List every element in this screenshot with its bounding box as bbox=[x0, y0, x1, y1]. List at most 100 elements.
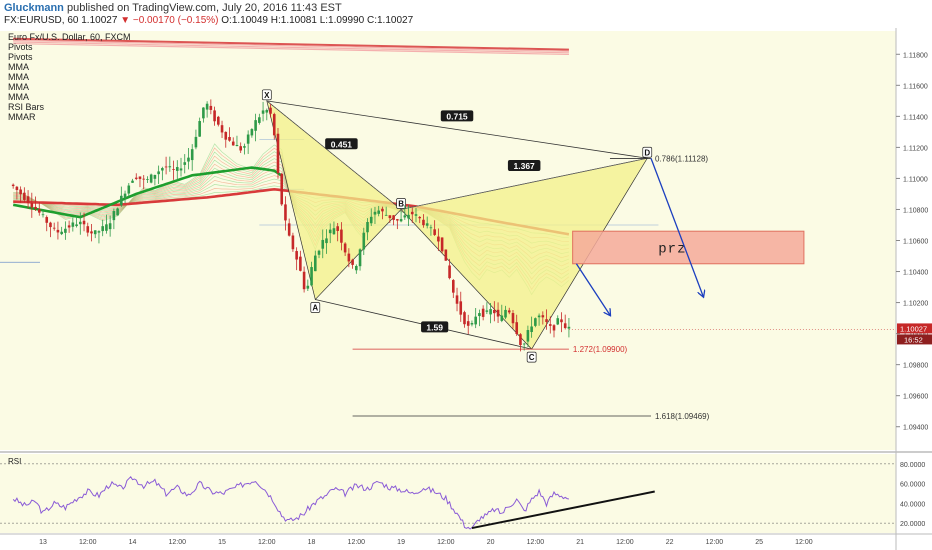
rsi-trendline[interactable] bbox=[471, 490, 655, 530]
time-tick-label: 14 bbox=[129, 539, 137, 546]
prz-label: prz bbox=[658, 241, 686, 257]
price-axis[interactable]: 1.11800 1.11600 1.11400 1.11200 1.11000 1.108… bbox=[896, 52, 928, 432]
pattern-point-a[interactable]: A bbox=[310, 302, 321, 313]
price-tick-label: 1.09600 bbox=[903, 394, 928, 401]
candle-body bbox=[123, 193, 127, 198]
change-text: −0.00170 (−0.15%) bbox=[132, 15, 219, 26]
price-tick-label: 1.11200 bbox=[903, 145, 928, 152]
rsi-tick-label: 40.0000 bbox=[900, 501, 925, 508]
candle-body bbox=[261, 110, 265, 114]
candle-body bbox=[366, 221, 369, 233]
candle-body bbox=[321, 239, 325, 249]
pattern-bd-line bbox=[401, 157, 648, 210]
pattern-xb-line bbox=[266, 100, 402, 210]
indicator-item[interactable]: RSI Bars bbox=[8, 102, 45, 112]
candle-body bbox=[403, 215, 407, 218]
author-name[interactable]: Gluckmann bbox=[4, 2, 64, 14]
candle-body bbox=[34, 206, 37, 209]
indicator-item[interactable]: MMA bbox=[8, 92, 29, 102]
candle-body bbox=[347, 253, 351, 262]
time-tick-label: 21 bbox=[576, 539, 584, 546]
down-triangle-icon: ▼ bbox=[120, 15, 131, 26]
candle-body bbox=[146, 179, 149, 180]
ratio-label[interactable]: 1.367 bbox=[507, 160, 541, 172]
candle-body bbox=[67, 225, 71, 228]
candle-body bbox=[355, 265, 358, 271]
time-tick-label: 12:00 bbox=[79, 539, 97, 546]
ratio-label-text: 0.715 bbox=[446, 111, 468, 121]
time-axis[interactable]: 13 12:00 14 12:00 15 12:00 18 12:00 19 12:00 20 12:… bbox=[39, 539, 813, 546]
candle-body bbox=[269, 107, 272, 114]
indicator-item[interactable]: Pivots bbox=[8, 42, 33, 52]
candle-body bbox=[440, 237, 444, 252]
indicator-item[interactable]: MMA bbox=[8, 62, 29, 72]
candle-body bbox=[493, 309, 496, 314]
candle-body bbox=[567, 326, 571, 329]
candle-body bbox=[463, 312, 466, 325]
candle-body bbox=[358, 249, 362, 267]
candle-body bbox=[164, 166, 168, 168]
candle-body bbox=[71, 222, 75, 227]
candle-body bbox=[243, 146, 246, 148]
candle-body bbox=[276, 133, 280, 174]
ratio-label-text: 1.367 bbox=[514, 161, 536, 171]
candle-body bbox=[414, 214, 418, 216]
projection-arrow[interactable] bbox=[575, 263, 610, 315]
prz-zone[interactable] bbox=[572, 230, 805, 265]
candles bbox=[11, 99, 571, 352]
candle-body bbox=[149, 174, 153, 183]
rsi-tick-label: 60.0000 bbox=[900, 482, 925, 489]
candle-body bbox=[511, 313, 515, 324]
candle-body bbox=[422, 219, 425, 226]
ratio-label[interactable]: 1.59 bbox=[421, 321, 449, 333]
pattern-point-b[interactable]: B bbox=[396, 198, 406, 209]
time-tick-label: 20 bbox=[487, 539, 495, 546]
harmonic-pattern[interactable]: 0.715 0.451 1.367 1.59 X A B C D bbox=[261, 89, 653, 363]
candle-body bbox=[172, 169, 175, 170]
candle-body bbox=[190, 149, 194, 161]
price-tick-label: 1.09800 bbox=[903, 363, 928, 370]
candle-body bbox=[556, 318, 560, 325]
quote-line: FX:EURUSD, 60 1.10027 ▼ −0.00170 (−0.15%… bbox=[4, 15, 413, 26]
price-tick-label: 1.11000 bbox=[903, 176, 928, 183]
candle-body bbox=[507, 310, 511, 313]
projection-arrow[interactable] bbox=[650, 158, 703, 296]
indicator-item[interactable]: MMA bbox=[8, 82, 29, 92]
candle-body bbox=[302, 271, 306, 290]
candle-body bbox=[246, 134, 250, 144]
pattern-point-x[interactable]: X bbox=[261, 89, 272, 101]
candle-body bbox=[254, 120, 257, 131]
indicator-item[interactable]: Pivots bbox=[8, 52, 33, 62]
ratio-label[interactable]: 0.451 bbox=[325, 138, 358, 150]
candle-body bbox=[336, 226, 339, 231]
candle-body bbox=[15, 186, 19, 191]
time-tick-label: 12:00 bbox=[616, 539, 634, 546]
candle-body bbox=[280, 173, 284, 205]
ratio-label-bg bbox=[325, 138, 358, 150]
candle-body bbox=[231, 141, 235, 146]
time-tick-label: 22 bbox=[666, 539, 674, 546]
price-chart[interactable]: 1.11800 1.11600 1.11400 1.11200 1.11000 1.108… bbox=[0, 28, 932, 550]
price-tick-label: 1.11400 bbox=[903, 114, 928, 121]
candle-body bbox=[455, 295, 459, 304]
candle-body bbox=[19, 189, 22, 195]
fib-levels[interactable]: 0.786(1.11128) 1.272(1.09900) 1.618(1.0946… bbox=[352, 155, 710, 421]
open-value: O:1.10049 bbox=[221, 15, 268, 26]
mmar-line bbox=[13, 37, 569, 51]
candle-body bbox=[217, 116, 220, 125]
pattern-point-d[interactable]: D bbox=[642, 146, 653, 158]
indicator-item[interactable]: MMA bbox=[8, 72, 29, 82]
candle-body bbox=[470, 323, 474, 325]
candle-body bbox=[105, 224, 108, 231]
indicator-item[interactable]: MMAR bbox=[8, 112, 36, 122]
candle-body bbox=[101, 226, 104, 232]
candle-body bbox=[187, 157, 190, 162]
time-tick-label: 12:00 bbox=[258, 539, 276, 546]
candle-body bbox=[295, 251, 298, 260]
candle-body bbox=[485, 310, 489, 312]
pattern-point-c[interactable]: C bbox=[526, 351, 537, 363]
rsi-pane[interactable]: RSI 80.0000 60.0000 40.0000 20.0000 bbox=[0, 457, 925, 530]
time-tick-label: 25 bbox=[755, 539, 763, 546]
ratio-label[interactable]: 0.715 bbox=[440, 110, 474, 122]
candle-body bbox=[272, 114, 276, 136]
